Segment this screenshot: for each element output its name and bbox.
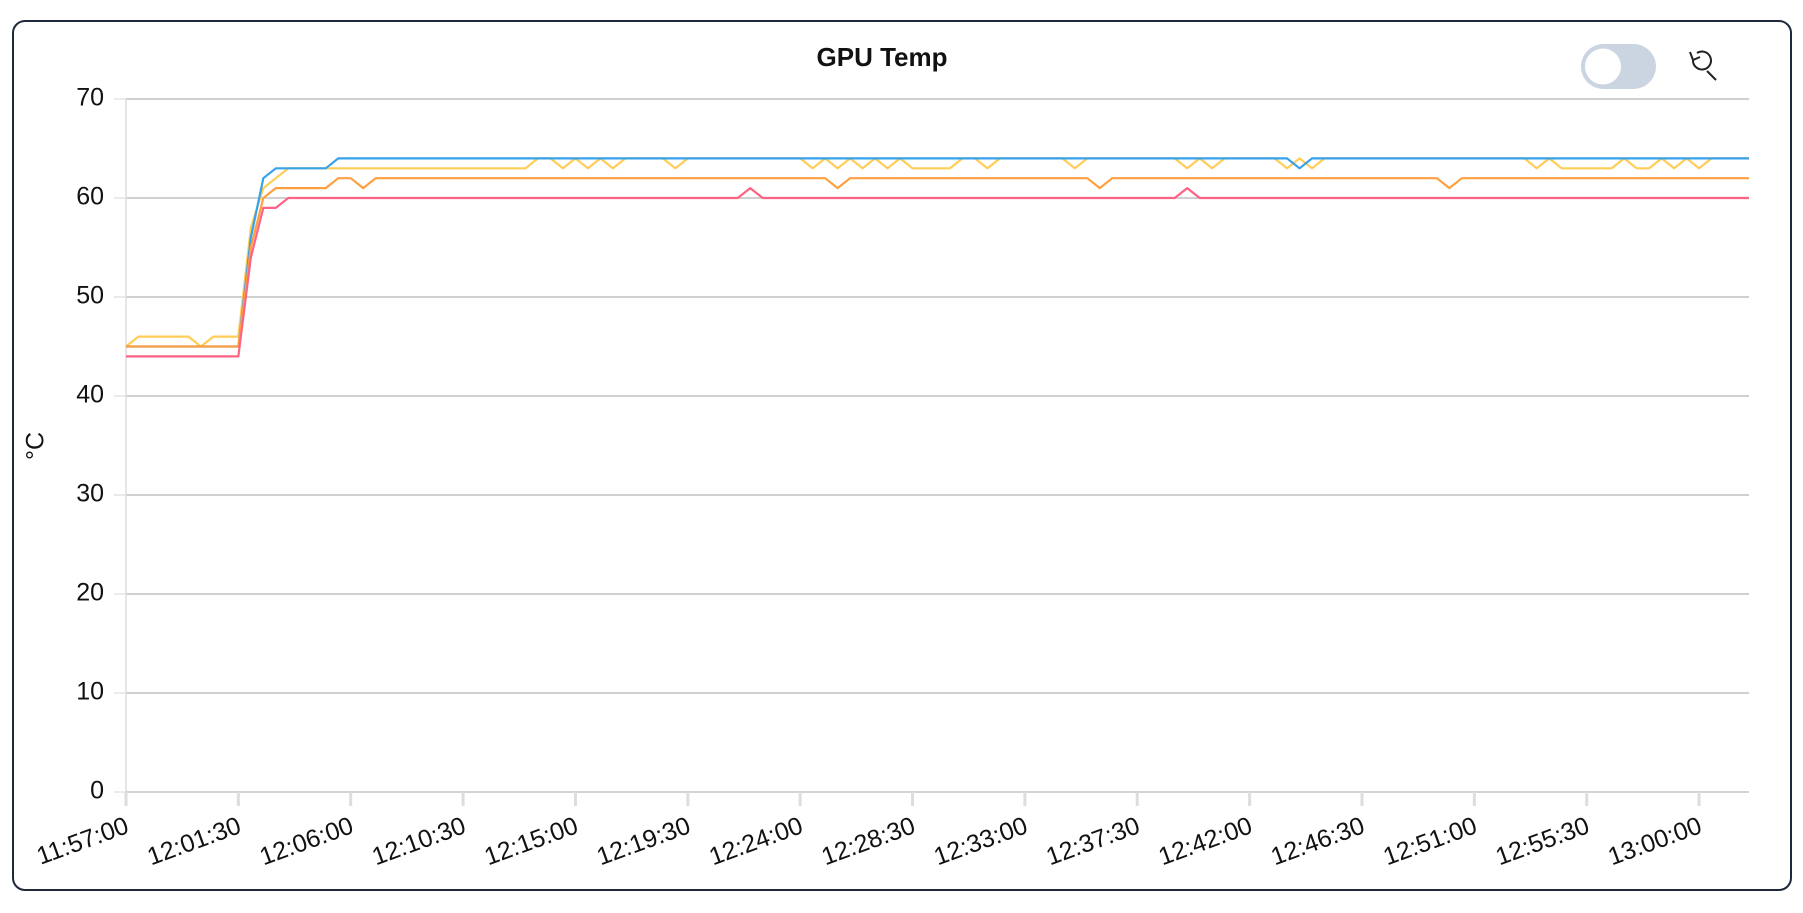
series-line	[126, 157, 1749, 348]
y-tick-label: 10	[76, 678, 104, 706]
reset-icon-arrow[interactable]	[1689, 51, 1701, 62]
y-tick-label: 70	[76, 84, 104, 112]
y-tick-label: 20	[76, 579, 104, 607]
reset-icon[interactable]	[1691, 50, 1712, 71]
series-line	[126, 177, 1749, 348]
y-tick-label: 40	[76, 381, 104, 409]
reset-icon-handle[interactable]	[1706, 70, 1717, 81]
toggle[interactable]	[1581, 44, 1656, 89]
chart-title: GPU Temp	[817, 42, 948, 72]
y-tick-label: 60	[76, 183, 104, 211]
y-tick-label: 0	[90, 777, 104, 805]
reset-zoom-button[interactable]	[1689, 50, 1717, 81]
series-line	[126, 187, 1749, 358]
y-tick-label: 50	[76, 282, 104, 310]
toggle-knob[interactable]	[1585, 48, 1621, 85]
y-axis-label: °C	[22, 432, 50, 460]
y-tick-label: 30	[76, 480, 104, 508]
card	[12, 20, 1792, 891]
